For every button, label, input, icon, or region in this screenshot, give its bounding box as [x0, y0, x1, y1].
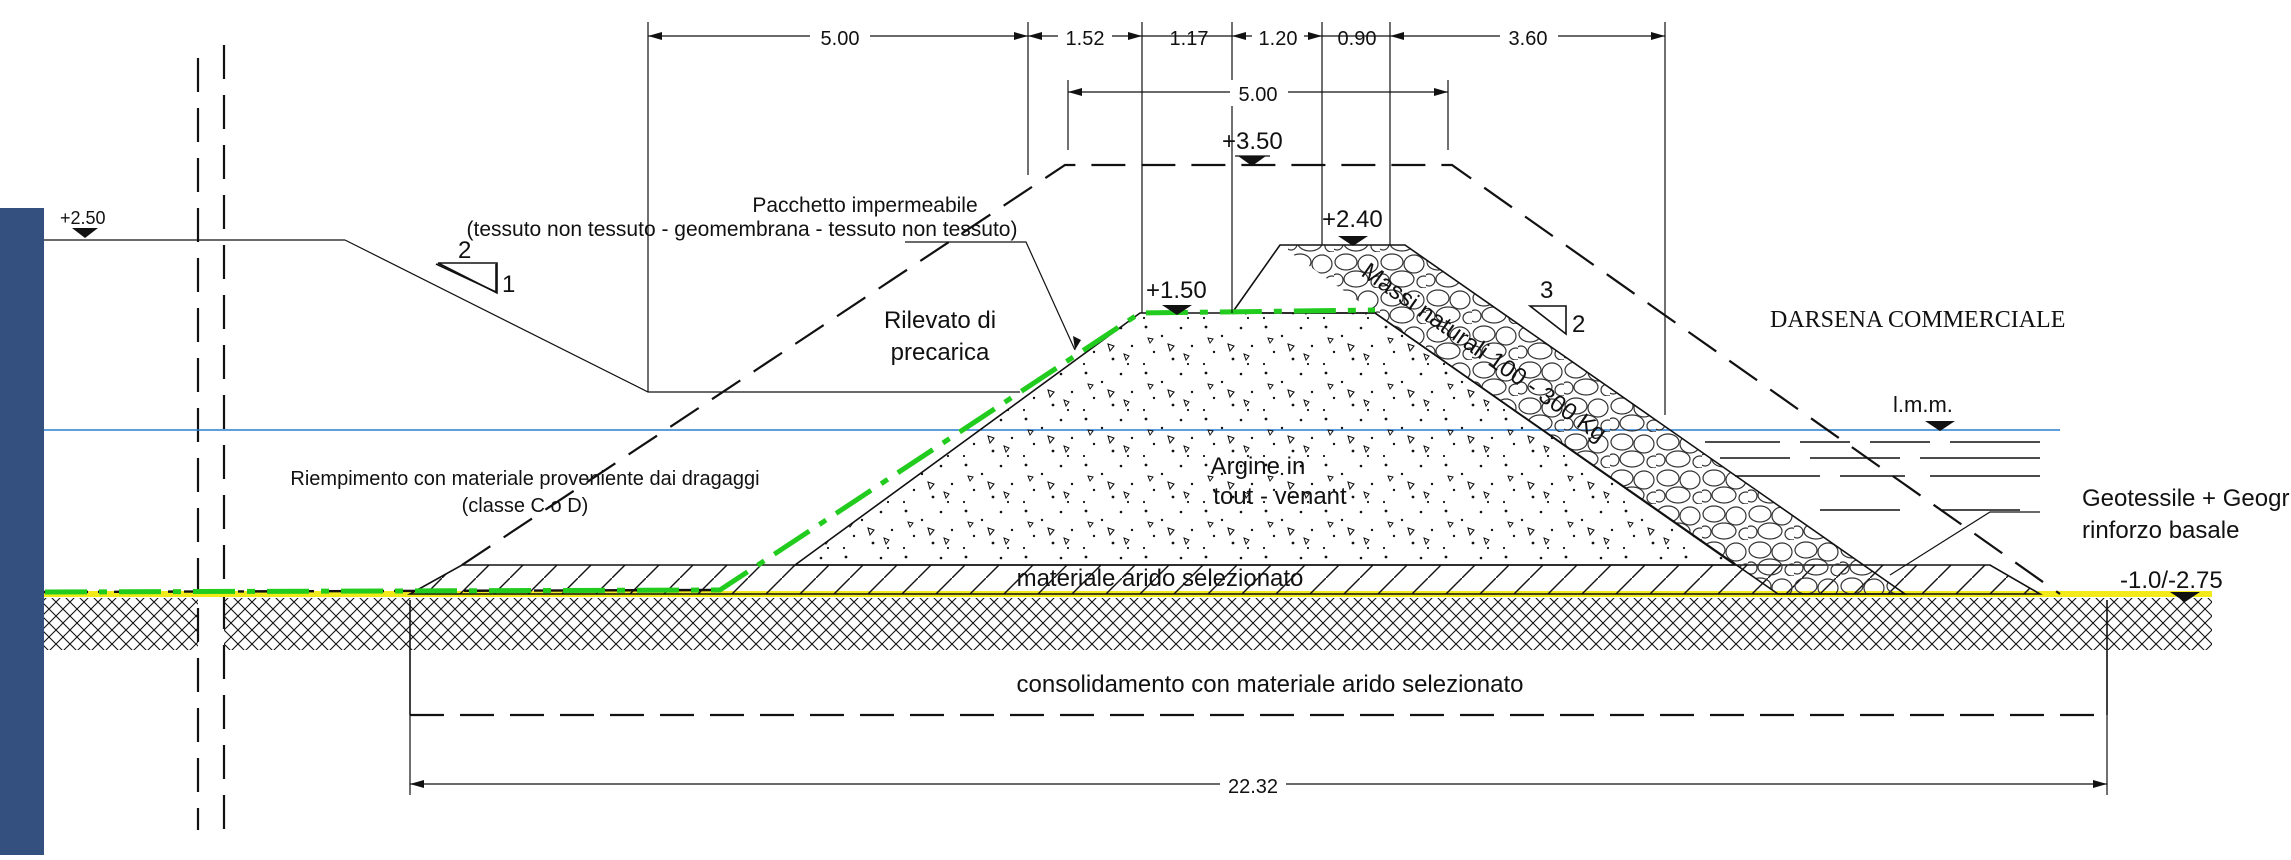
dim-top-5: 0.90	[1338, 28, 1377, 50]
dim-base: 22.32	[1228, 776, 1278, 798]
consolidation-label: consolidamento con materiale arido selez…	[1017, 671, 1524, 698]
slope-left-icon	[435, 262, 498, 295]
preload-label-2: precarica	[891, 339, 990, 366]
dim-top-1: 5.00	[821, 28, 860, 50]
impermeable-leader	[905, 241, 1076, 351]
preload-outline	[461, 163, 2061, 595]
elev-core-top: +1.50	[1146, 277, 1207, 304]
impermeable-title: Pacchetto impermeabile	[752, 194, 977, 217]
elev-preload-top: +3.50	[1222, 128, 1283, 155]
dim-top-2: 1.52	[1066, 28, 1105, 50]
core-label-2: tout - venant	[1213, 483, 1347, 510]
harbour-water-dashes	[1705, 441, 2040, 511]
armour-layer	[1280, 245, 1905, 594]
geotextile-leader	[1889, 511, 2040, 576]
dim-top-4: 1.20	[1259, 28, 1298, 50]
base-layer-label: materiale arido selezionato	[1017, 565, 1304, 592]
preload-label-1: Rilevato di	[884, 307, 996, 334]
base-layer	[410, 565, 2040, 594]
slope-left-v: 2	[458, 237, 471, 264]
dim-crest: 5.00	[1239, 84, 1278, 106]
elev-sea-level: l.m.m.	[1893, 392, 1953, 417]
elev-armour-top: +2.40	[1322, 206, 1383, 233]
fill-label-1: Riempimento con materiale proveniente da…	[290, 468, 759, 490]
geotextile-label-1: Geotessile + Geogriglia di	[2082, 485, 2291, 512]
core-fill	[795, 313, 1735, 565]
elev-bottom: -1.0/-2.75	[2120, 567, 2223, 594]
impermeable-detail: (tessuto non tessuto - geomembrana - tes…	[467, 218, 1018, 241]
harbour-label: DARSENA COMMERCIALE	[1770, 307, 2065, 333]
impermeable-line	[44, 307, 1376, 595]
seabed-hatch-left	[44, 598, 198, 650]
core-label-1: Argine in	[1211, 453, 1306, 480]
elev-left-water: +2.50	[60, 208, 106, 228]
geotextile-label-2: rinforzo basale	[2082, 517, 2239, 544]
seabed-hatch	[224, 598, 2212, 650]
slope-left-h: 1	[502, 271, 515, 298]
dim-top-6: 3.60	[1509, 28, 1548, 50]
quay-wall	[0, 208, 44, 855]
slope-right-icon	[1527, 305, 1567, 336]
slope-right-h: 2	[1572, 311, 1585, 338]
elevation-marker-icons	[72, 156, 2200, 602]
fill-label-2: (classe C o D)	[462, 495, 589, 517]
dim-top-3: 1.17	[1170, 28, 1209, 50]
slope-right-v: 3	[1540, 277, 1553, 304]
